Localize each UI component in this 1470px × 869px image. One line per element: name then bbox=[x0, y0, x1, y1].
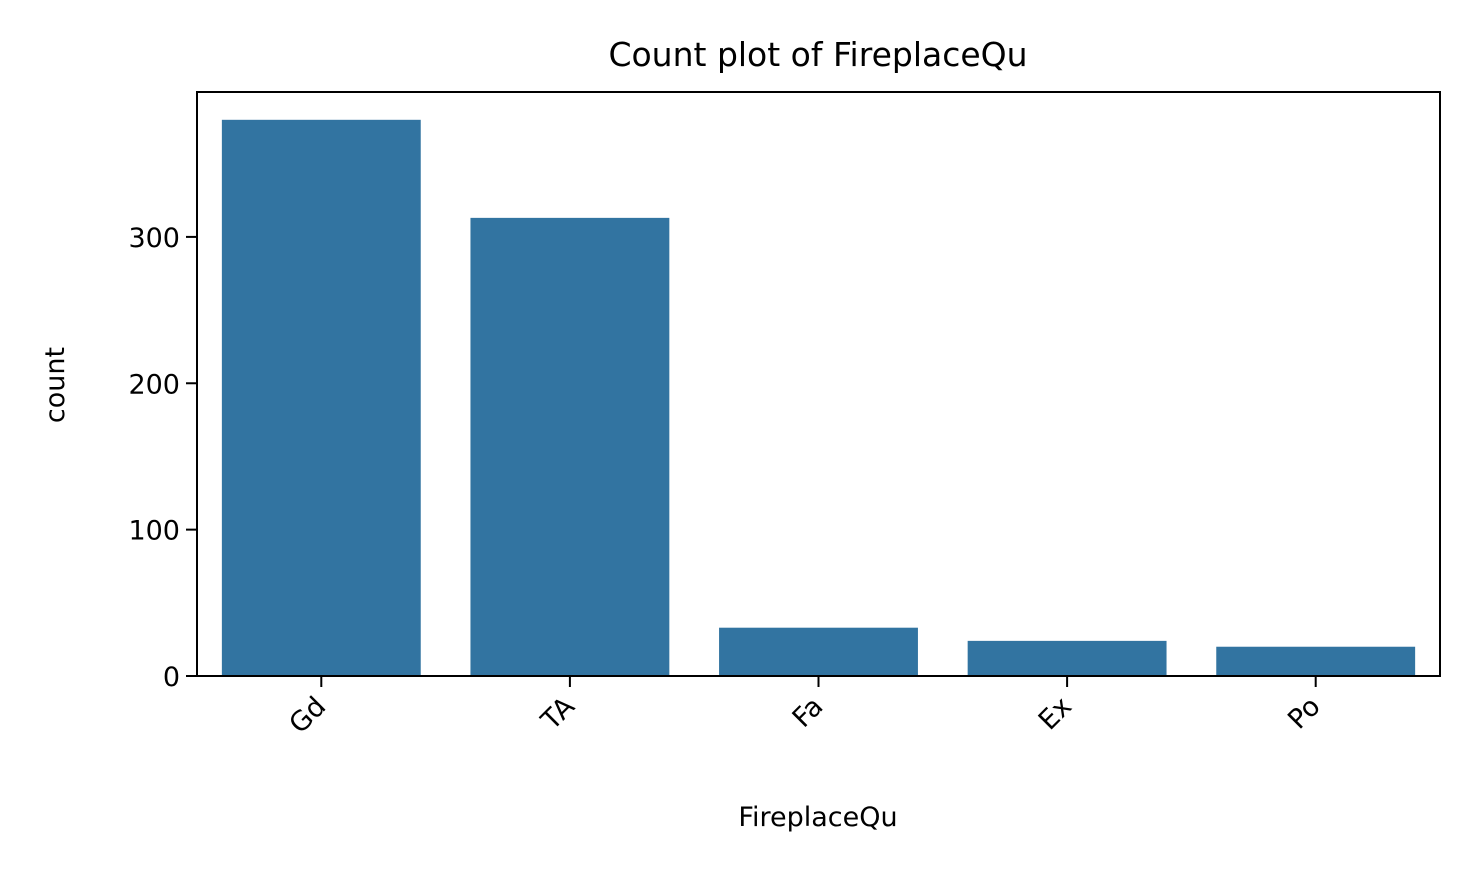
y-tick-label-300: 300 bbox=[128, 223, 180, 254]
bar-ta bbox=[470, 217, 670, 676]
x-tick-label-po: Po bbox=[1282, 691, 1326, 735]
bar-po bbox=[1216, 646, 1416, 676]
x-tick-label-gd: Gd bbox=[283, 691, 332, 740]
x-tick-label-fa: Fa bbox=[787, 691, 830, 734]
plot-area: 0 100 200 300 Gd TA Fa Ex Po bbox=[128, 91, 1441, 740]
y-axis-label: count bbox=[40, 347, 71, 423]
x-axis-label: FireplaceQu bbox=[738, 802, 897, 833]
x-tick-label-ta: TA bbox=[535, 691, 581, 737]
y-tick-label-100: 100 bbox=[128, 516, 180, 547]
x-tick-label-ex: Ex bbox=[1033, 691, 1078, 736]
bar-ex bbox=[967, 640, 1167, 676]
chart-title: Count plot of FireplaceQu bbox=[608, 35, 1027, 74]
y-tick-label-200: 200 bbox=[128, 369, 180, 400]
y-tick-label-0: 0 bbox=[163, 662, 180, 693]
bar-fa bbox=[719, 627, 918, 676]
bar-gd bbox=[221, 119, 421, 676]
